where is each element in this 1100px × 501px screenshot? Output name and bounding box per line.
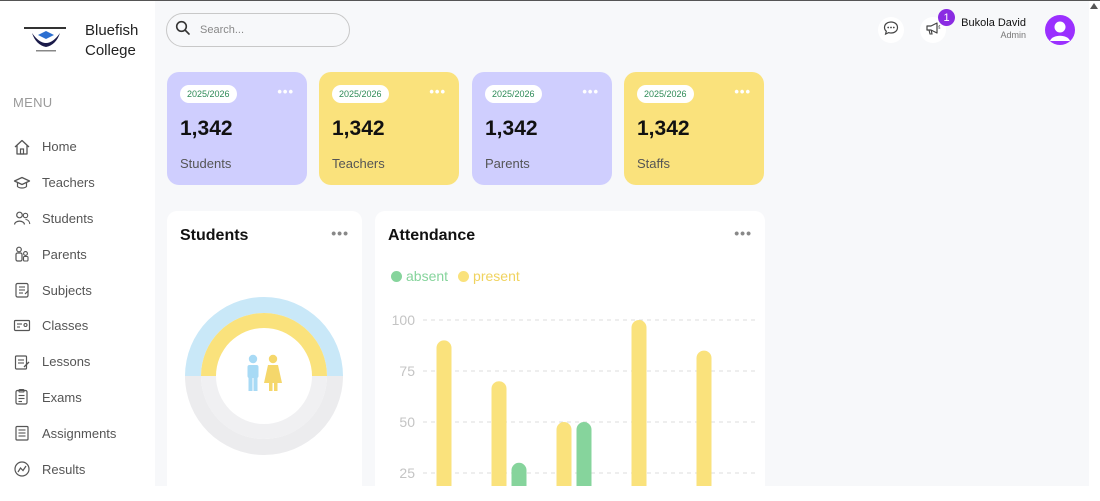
sidebar: Bluefish College MENU Home Teachers Studen… — [0, 1, 155, 486]
sidebar-item-results[interactable]: Results — [12, 451, 152, 487]
notification-badge: 1 — [938, 9, 955, 26]
more-options-icon[interactable]: ••• — [429, 84, 446, 99]
stat-card-staffs[interactable]: 2025/2026 ••• 1,342 Staffs — [624, 72, 764, 185]
sidebar-item-label: Teachers — [42, 175, 95, 191]
sidebar-item-label: Parents — [42, 246, 87, 262]
assignments-icon — [12, 423, 32, 443]
chart-legend: absent present — [391, 268, 530, 284]
sidebar-item-label: Classes — [42, 318, 89, 334]
card-label: Staffs — [637, 156, 671, 171]
sidebar-item-assignments[interactable]: Assignments — [12, 415, 152, 451]
legend-item-present: present — [458, 268, 520, 284]
card-year-badge: 2025/2026 — [332, 85, 389, 103]
sidebar-item-label: Assignments — [42, 425, 117, 441]
card-year-badge: 2025/2026 — [180, 85, 237, 103]
sidebar-item-label: Subjects — [42, 282, 92, 298]
users-icon — [12, 208, 32, 228]
messages-button[interactable] — [878, 17, 904, 43]
school-logo — [22, 19, 70, 57]
sidebar-item-label: Students — [42, 210, 94, 226]
search-icon — [175, 20, 191, 41]
sidebar-item-lessons[interactable]: Lessons — [12, 344, 152, 380]
legend-item-absent: absent — [391, 268, 448, 284]
stat-card-students[interactable]: 2025/2026 ••• 1,342 Students — [167, 72, 307, 185]
search-bar[interactable] — [166, 13, 350, 47]
home-icon — [12, 137, 32, 157]
bar-present — [491, 381, 507, 486]
user-name: Bukola David — [961, 17, 1026, 29]
parents-icon — [12, 244, 32, 264]
sidebar-item-students[interactable]: Students — [12, 201, 152, 237]
sidebar-item-label: Lessons — [42, 354, 91, 370]
legend-dot-absent — [391, 270, 402, 282]
sidebar-item-teachers[interactable]: Teachers — [12, 165, 152, 201]
megaphone-icon — [925, 20, 941, 41]
user-role: Admin — [1000, 30, 1026, 40]
lessons-icon — [12, 352, 32, 372]
more-options-icon[interactable]: ••• — [734, 84, 751, 99]
sidebar-item-label: Home — [42, 139, 77, 155]
female-icon — [264, 354, 282, 391]
stat-card-parents[interactable]: 2025/2026 ••• 1,342 Parents — [472, 72, 612, 185]
bar-present — [631, 320, 647, 486]
stat-card-teachers[interactable]: 2025/2026 ••• 1,342 Teachers — [319, 72, 459, 185]
card-year-badge: 2025/2026 — [637, 85, 694, 103]
card-value: 1,342 — [332, 117, 385, 140]
avatar[interactable] — [1045, 15, 1075, 45]
attendance-panel: Attendance ••• absent present 25 50 75 100 — [375, 211, 765, 501]
subjects-icon — [12, 280, 32, 300]
y-tick-label: 50 — [399, 414, 415, 430]
y-tick-label: 75 — [399, 363, 415, 379]
more-options-icon[interactable]: ••• — [331, 225, 349, 241]
sidebar-item-subjects[interactable]: Subjects — [12, 272, 152, 308]
card-value: 1,342 — [180, 117, 233, 140]
bar-absent — [576, 422, 592, 486]
bar-present — [436, 340, 452, 486]
attendance-chart: 25 50 75 100 — [392, 312, 755, 486]
male-icon — [247, 354, 259, 391]
card-label: Students — [180, 156, 232, 171]
results-icon — [12, 459, 32, 479]
panel-title: Students — [180, 227, 249, 244]
sidebar-item-home[interactable]: Home — [12, 129, 152, 165]
students-panel: Students ••• — [167, 211, 362, 501]
chat-icon — [883, 20, 899, 41]
exams-icon — [12, 387, 32, 407]
sidebar-item-classes[interactable]: Classes — [12, 308, 152, 344]
legend-label-absent: absent — [406, 268, 449, 284]
panel-title: Attendance — [388, 227, 476, 244]
y-tick-label: 100 — [392, 312, 416, 328]
card-year-badge: 2025/2026 — [485, 85, 542, 103]
sidebar-item-label: Exams — [42, 389, 82, 405]
search-input[interactable] — [200, 24, 340, 36]
sidebar-nav: Home Teachers Students Parents Subjects Class… — [12, 129, 152, 487]
legend-dot-present — [458, 270, 470, 282]
sidebar-item-label: Results — [42, 461, 86, 477]
bar-present — [556, 422, 572, 486]
more-options-icon[interactable]: ••• — [582, 84, 599, 99]
bar-absent — [511, 462, 527, 486]
card-label: Parents — [485, 156, 530, 171]
scrollbar[interactable] — [1089, 1, 1100, 486]
menu-title: MENU — [13, 95, 53, 110]
card-value: 1,342 — [485, 117, 538, 140]
card-value: 1,342 — [637, 117, 690, 140]
brand-name[interactable]: Bluefish College — [85, 22, 139, 59]
y-tick-label: 25 — [399, 465, 415, 481]
scroll-up-icon[interactable] — [1090, 3, 1098, 9]
graduation-cap-icon — [12, 173, 32, 193]
classes-icon — [12, 316, 32, 336]
bar-present — [696, 350, 712, 486]
more-options-icon[interactable]: ••• — [277, 84, 294, 99]
students-radial-chart — [185, 297, 343, 455]
more-options-icon[interactable]: ••• — [734, 225, 752, 241]
sidebar-item-exams[interactable]: Exams — [12, 380, 152, 416]
legend-label-present: present — [473, 268, 520, 284]
card-label: Teachers — [332, 156, 385, 171]
sidebar-item-parents[interactable]: Parents — [12, 236, 152, 272]
